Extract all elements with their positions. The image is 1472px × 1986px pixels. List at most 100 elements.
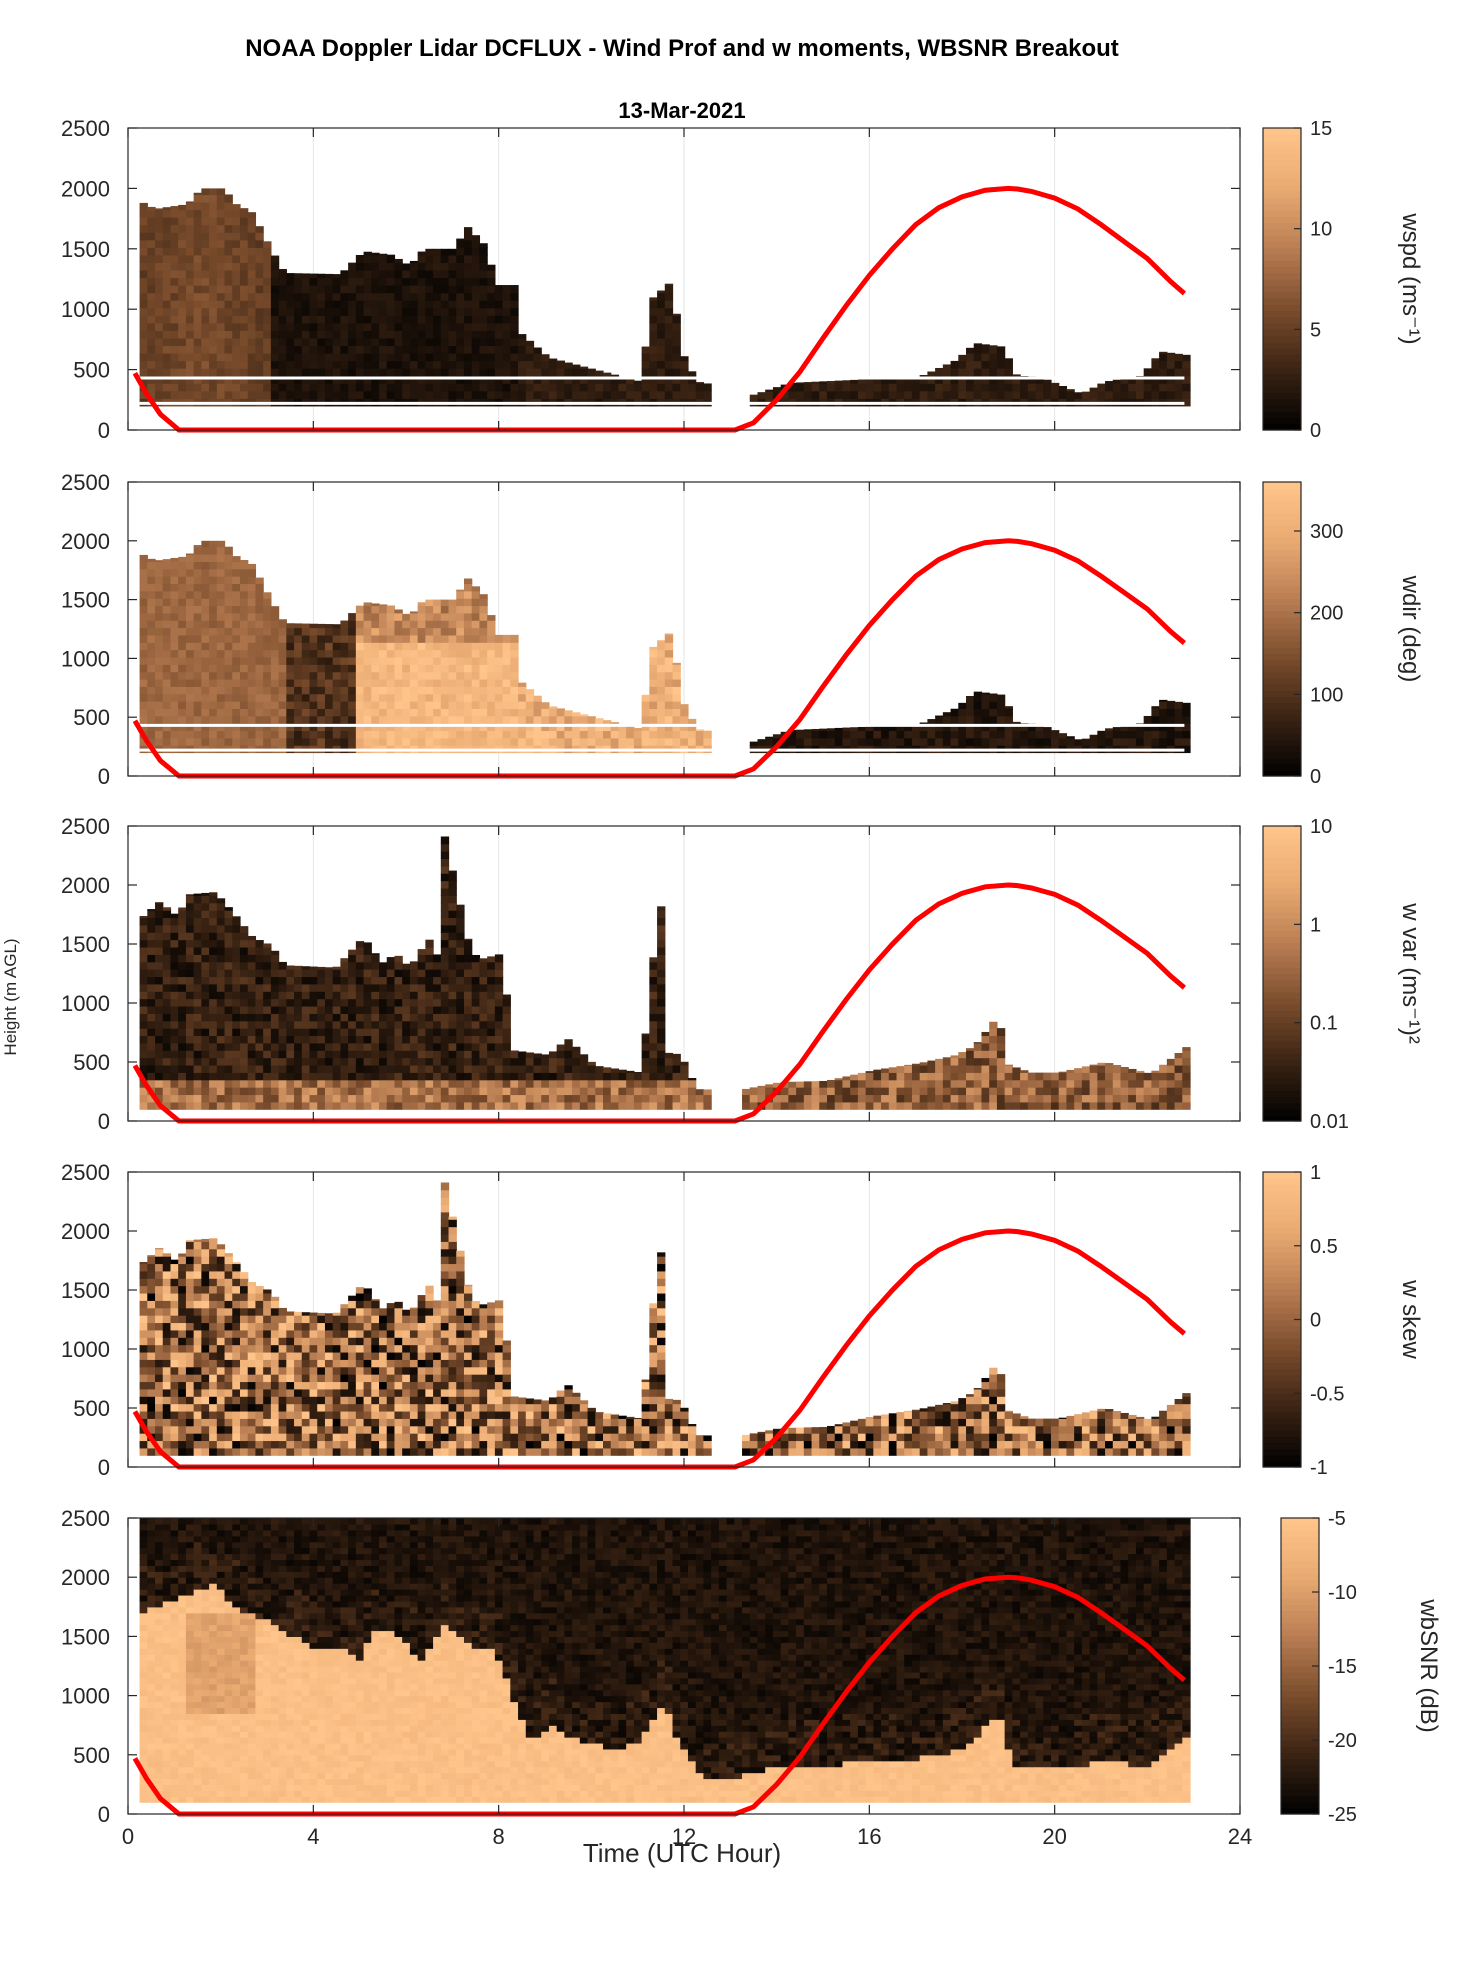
- heatmap-cell: [263, 390, 272, 399]
- heatmap-cell: [641, 1050, 650, 1059]
- heatmap-cell: [371, 642, 380, 651]
- heatmap-cell: [595, 370, 604, 377]
- heatmap-cell: [1097, 1087, 1106, 1096]
- heatmap-cell: [1105, 1072, 1114, 1081]
- heatmap-cell: [417, 605, 426, 614]
- heatmap-cell: [664, 664, 674, 673]
- heatmap-cell: [324, 1005, 334, 1014]
- heatmap-cell: [1004, 383, 1013, 392]
- heatmap-cell: [456, 620, 465, 629]
- heatmap-cell: [417, 330, 426, 339]
- heatmap-cell: [209, 224, 218, 233]
- heatmap-cell: [379, 292, 388, 301]
- heatmap-cell: [239, 239, 249, 248]
- heatmap-cell: [363, 322, 372, 331]
- heatmap-cell: [417, 1035, 426, 1044]
- heatmap-cell: [294, 976, 303, 985]
- heatmap-cell: [139, 583, 148, 592]
- heatmap-cell: [842, 1094, 851, 1103]
- heatmap-cell: [440, 315, 450, 324]
- heatmap-cell: [294, 1042, 303, 1051]
- colorbar-step: [1263, 586, 1301, 593]
- heatmap-cell: [440, 300, 450, 309]
- heatmap-cell: [232, 590, 241, 599]
- heatmap-cell: [224, 590, 233, 599]
- heatmap-cell: [525, 715, 535, 724]
- heatmap-cell: [232, 598, 241, 607]
- heatmap-cell: [309, 1094, 318, 1103]
- heatmap-cell: [332, 634, 342, 643]
- heatmap-cell: [579, 1079, 589, 1088]
- heatmap-cell: [263, 946, 272, 955]
- heatmap-cell: [873, 1094, 882, 1103]
- heatmap-cell: [1020, 1072, 1029, 1081]
- heatmap-cell: [155, 976, 164, 985]
- heatmap-cell: [155, 1042, 164, 1051]
- heatmap-cell: [409, 352, 419, 362]
- heatmap-cell: [471, 656, 481, 665]
- heatmap-cell: [927, 1064, 936, 1073]
- heatmap-cell: [185, 656, 195, 665]
- heatmap-cell: [518, 334, 527, 339]
- heatmap-cell: [178, 315, 187, 324]
- heatmap-cell: [263, 708, 272, 717]
- heatmap-cell: [425, 1087, 434, 1096]
- heatmap-cell: [1105, 390, 1114, 399]
- heatmap-cell: [224, 277, 233, 286]
- heatmap-cell: [185, 701, 195, 709]
- heatmap-cell: [456, 686, 465, 695]
- heatmap-cell: [224, 568, 233, 577]
- heatmap-cell: [510, 656, 519, 665]
- heatmap-cell: [379, 307, 388, 316]
- heatmap-cell: [309, 1057, 318, 1066]
- heatmap-cell: [904, 390, 913, 399]
- heatmap-cell: [1004, 1094, 1013, 1103]
- heatmap-cell: [232, 1028, 241, 1037]
- heatmap-cell: [649, 337, 658, 347]
- heatmap-cell: [649, 1087, 658, 1096]
- heatmap-cell: [958, 368, 967, 377]
- heatmap-cell: [394, 649, 403, 658]
- heatmap-cell: [201, 239, 210, 248]
- heatmap-cell: [1004, 390, 1013, 399]
- heatmap-cell: [317, 671, 326, 680]
- heatmap-cell: [479, 969, 488, 978]
- heatmap-cell: [147, 1064, 156, 1073]
- heatmap-cell: [425, 634, 434, 643]
- heatmap-cell: [162, 1094, 172, 1103]
- heatmap-cell: [973, 701, 983, 709]
- heatmap-cell: [494, 969, 504, 978]
- heatmap-cell: [579, 1064, 589, 1073]
- heatmap-cell: [363, 627, 372, 636]
- heatmap-cell: [147, 1042, 156, 1051]
- heatmap-cell: [541, 1064, 550, 1073]
- heatmap-cell: [363, 383, 372, 392]
- heatmap-cell: [386, 723, 396, 732]
- heatmap-cell: [850, 1087, 859, 1096]
- heatmap-cell: [162, 383, 172, 392]
- heatmap-cell: [324, 1035, 334, 1044]
- heatmap-cell: [178, 390, 187, 399]
- heatmap-cell: [479, 715, 488, 724]
- heatmap-cell: [379, 634, 388, 643]
- heatmap-cell: [494, 693, 504, 702]
- heatmap-cell: [255, 277, 264, 286]
- heatmap-cell: [556, 1079, 565, 1088]
- heatmap-cell: [819, 1080, 828, 1088]
- heatmap-cell: [440, 1101, 450, 1110]
- heatmap-cell: [541, 375, 550, 384]
- heatmap-cell: [286, 656, 295, 665]
- heatmap-cell: [193, 315, 202, 324]
- heatmap-cell: [178, 224, 187, 233]
- heatmap-cell: [178, 924, 187, 933]
- heatmap-cell: [1066, 390, 1075, 399]
- heatmap-cell: [263, 969, 272, 978]
- heatmap-cell: [935, 715, 944, 717]
- heatmap-cell: [649, 315, 658, 324]
- heatmap-cell: [185, 730, 195, 739]
- heatmap-cell: [309, 390, 318, 399]
- heatmap-cell: [1043, 379, 1052, 384]
- heatmap-cell: [857, 379, 867, 384]
- colorbar-step: [1263, 641, 1301, 648]
- heatmap-cell: [456, 1050, 465, 1059]
